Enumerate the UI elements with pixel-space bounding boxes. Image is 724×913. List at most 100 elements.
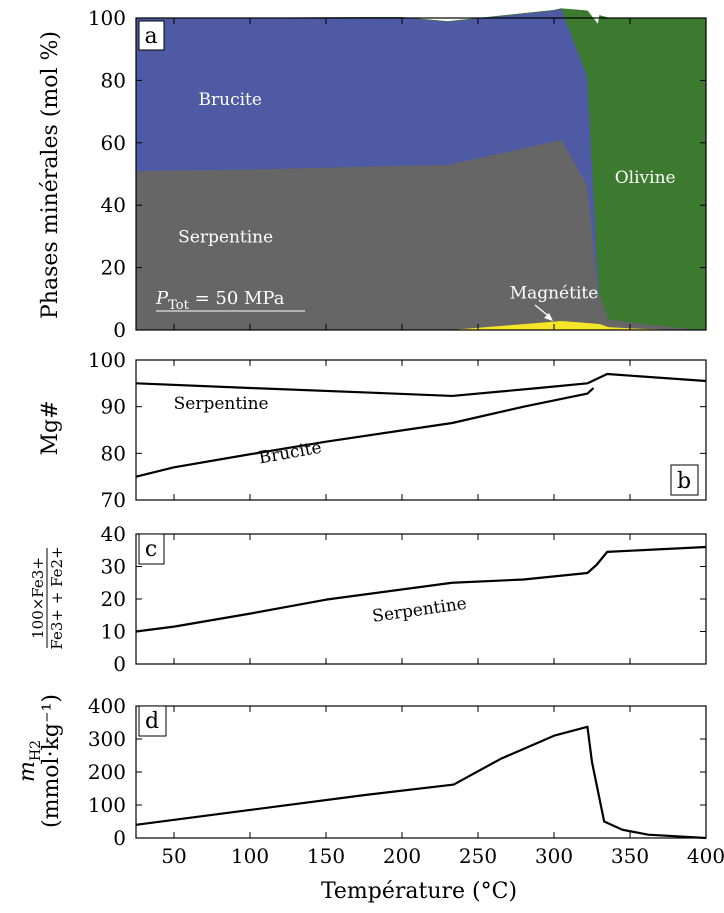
- y-tick-label: 300: [88, 727, 126, 751]
- y-tick-label: 0: [113, 652, 126, 676]
- panel-b-y-ticks: 70 80 90 100: [88, 348, 706, 512]
- y-tick-label: 100: [88, 6, 126, 30]
- panel-c-letter: c: [145, 537, 157, 562]
- fe-ratio-line-labels: Serpentine: [371, 594, 468, 627]
- y-tick-label: 400: [88, 694, 126, 718]
- y-tick: 40: [101, 193, 706, 217]
- panel-d-frame: [135, 705, 707, 839]
- phase-labels: Brucite Olivine Serpentine Magnétite: [178, 90, 675, 303]
- pressure-subscript: Tot: [168, 298, 189, 313]
- pressure-symbol: P: [155, 288, 169, 309]
- label-serpentine: Serpentine: [174, 394, 269, 414]
- y-tick: 300: [88, 727, 706, 751]
- panel-a-y-label: Phases minérales (mol %): [38, 31, 63, 319]
- line-mh2: [135, 725, 707, 840]
- y-tick-label: 0: [113, 826, 126, 850]
- pressure-annotation: PTot = 50 MPa: [155, 288, 305, 313]
- label-serpentine: Serpentine: [178, 227, 273, 247]
- panel-a-phases: Brucite Olivine Serpentine Magnétite 0 20 40 6…: [38, 6, 707, 342]
- magnetite-arrow: [534, 304, 553, 321]
- y-tick: 100: [88, 6, 706, 30]
- panel-b-letter: b: [677, 469, 691, 494]
- hydrogen-unit: (mmol·kg⁻¹): [39, 694, 64, 828]
- hydrogen-subscript: H2: [28, 740, 44, 761]
- y-tick-label: 30: [101, 555, 126, 579]
- x-tick-label: 350: [611, 844, 649, 868]
- pressure-value: = 50 MPa: [189, 288, 285, 309]
- x-tick-marks: [173, 18, 707, 330]
- y-tick: 0: [113, 318, 706, 342]
- label-brucite: Brucite: [257, 438, 323, 469]
- x-tick-marks: [173, 706, 707, 838]
- x-tick-label: 300: [535, 844, 573, 868]
- panel-b-y-label: Mg#: [38, 400, 63, 455]
- x-tick-label: 100: [231, 844, 269, 868]
- y-tick-label: 80: [101, 441, 126, 465]
- y-tick-label: 60: [101, 131, 126, 155]
- y-tick-label: 90: [101, 395, 126, 419]
- hydrogen-symbol: m: [15, 761, 40, 782]
- y-tick: 0: [113, 652, 706, 676]
- x-tick-label: 400: [687, 844, 724, 868]
- fe-ratio-lines: [135, 545, 707, 633]
- panel-d-y-ticks: 0 100 200 300 400: [88, 694, 706, 850]
- fe-ratio-numerator: 100×Fe3+: [29, 557, 47, 639]
- y-tick-label: 0: [113, 318, 126, 342]
- y-tick-label: 70: [101, 488, 126, 512]
- label-olivine: Olivine: [615, 168, 676, 188]
- panel-d-y-label: mH2 (mmol·kg⁻¹): [15, 694, 64, 828]
- y-tick: 20: [101, 587, 706, 611]
- x-tick-label: 150: [307, 844, 345, 868]
- line-brucite: [135, 387, 595, 478]
- y-tick-label: 100: [88, 793, 126, 817]
- y-tick-label: 100: [88, 348, 126, 372]
- y-tick-label: 10: [101, 620, 126, 644]
- line-serpentine: [135, 372, 707, 398]
- y-tick-label: 200: [88, 760, 126, 784]
- y-tick: 40: [101, 522, 706, 546]
- hydrogen-lines: [135, 725, 707, 840]
- label-brucite: Brucite: [199, 90, 262, 110]
- y-tick-label: 80: [101, 68, 126, 92]
- svg-text:100×Fe3+: 100×Fe3+: [29, 557, 47, 639]
- y-tick: 70: [101, 488, 706, 512]
- panel-c-frame: [135, 533, 707, 665]
- x-tick-marks: [173, 534, 707, 664]
- y-tick: 100: [88, 348, 706, 372]
- panel-c-letter-frame: [138, 533, 165, 565]
- panel-a-letter: a: [144, 24, 157, 49]
- fe-ratio-denominator: Fe3+ + Fe2+: [48, 546, 66, 649]
- panel-d-letter-frame: [138, 705, 167, 737]
- panel-b-frame: [135, 359, 707, 501]
- panel-c-fe-ratio: Serpentine 0 10 20 30 40 c 100×Fe3+ Fe3+ + F…: [29, 522, 707, 676]
- panel-d-letter: d: [145, 709, 159, 734]
- panel-c-y-ticks: 0 10 20 30 40: [101, 522, 706, 676]
- panel-b-mg-number: Serpentine Brucite 70 80 90 100 b Mg#: [38, 348, 707, 512]
- y-tick: 90: [101, 395, 706, 419]
- panel-a-frame: [135, 17, 707, 331]
- panel-c-y-label: 100×Fe3+ Fe3+ + Fe2+: [29, 546, 66, 649]
- y-tick: 80: [101, 441, 706, 465]
- svg-text:mH2: mH2: [15, 740, 44, 782]
- panel-b-letter-box: b: [670, 464, 699, 496]
- y-tick-label: 20: [101, 587, 126, 611]
- y-tick: 0: [113, 826, 706, 850]
- y-tick: 80: [101, 68, 706, 92]
- x-tick-label: 50: [161, 844, 186, 868]
- y-tick: 60: [101, 131, 706, 155]
- panel-c-letter-box: c: [138, 533, 165, 565]
- label-serpentine: Serpentine: [371, 594, 468, 627]
- panel-a-letter-frame: [138, 20, 165, 51]
- line-serpentine: [135, 545, 707, 633]
- y-tick: 400: [88, 694, 706, 718]
- y-tick: 200: [88, 760, 706, 784]
- y-tick: 10: [101, 620, 706, 644]
- x-tick-label: 200: [383, 844, 421, 868]
- y-tick-label: 40: [101, 193, 126, 217]
- x-tick-marks: [173, 360, 707, 500]
- y-tick-label: 20: [101, 256, 126, 280]
- y-tick: 30: [101, 555, 706, 579]
- label-magnetite: Magnétite: [510, 284, 599, 304]
